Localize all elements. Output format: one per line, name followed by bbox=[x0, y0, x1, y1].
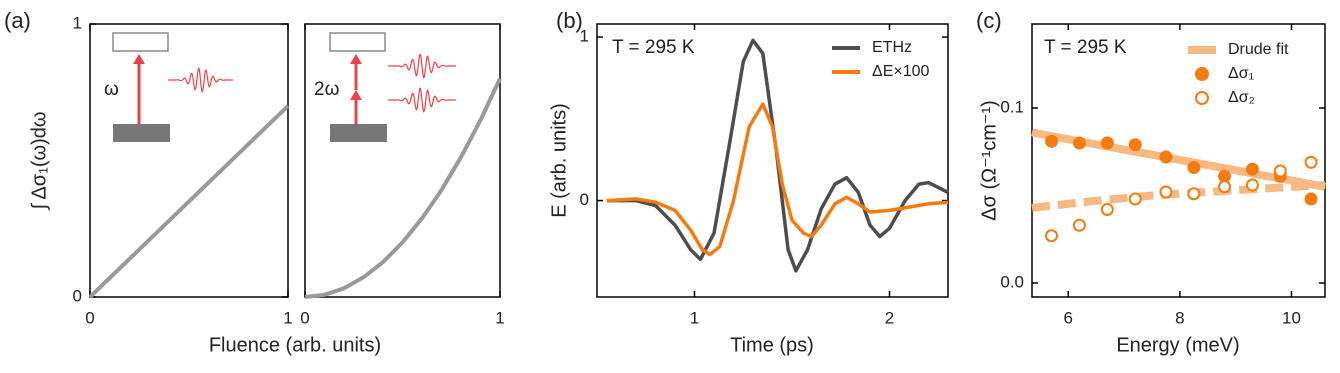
x-axis-label: Energy (meV) bbox=[1116, 334, 1239, 356]
annotation: T = 295 K bbox=[612, 37, 695, 58]
x-tick-label: 8 bbox=[1175, 308, 1184, 327]
annotation: T = 295 K bbox=[1044, 37, 1127, 58]
x-tick-label: 2 bbox=[885, 308, 894, 327]
y-tick-label: 0 bbox=[580, 190, 589, 209]
data-point bbox=[1159, 150, 1173, 164]
data-point bbox=[1159, 185, 1173, 199]
legend-label: ΔE×100 bbox=[872, 63, 930, 80]
data-point bbox=[1245, 178, 1259, 192]
data-point bbox=[1187, 161, 1201, 174]
x-axis-label: Time (ps) bbox=[730, 334, 814, 356]
data-point bbox=[1100, 136, 1114, 150]
arrow-head bbox=[350, 54, 362, 64]
x-axis-label: Fluence (arb. units) bbox=[209, 334, 381, 356]
legend-label: Drude fit bbox=[1228, 41, 1289, 58]
x-tick-label: 1 bbox=[495, 308, 504, 327]
y-tick-label: 1 bbox=[73, 13, 82, 32]
plot-frame bbox=[596, 23, 949, 298]
legend-label: Δσ₂ bbox=[1228, 89, 1255, 106]
inset-a2 bbox=[329, 32, 387, 142]
wave-packet bbox=[388, 53, 456, 79]
panel-label: (b) bbox=[556, 8, 583, 33]
legend-label: ETHz bbox=[872, 39, 912, 56]
data-point bbox=[1128, 192, 1142, 206]
series-line bbox=[1031, 181, 1326, 212]
data-point bbox=[1245, 162, 1259, 176]
legend-marker bbox=[1195, 67, 1209, 81]
legend-marker bbox=[1195, 91, 1209, 105]
y-axis-label: ∫ Δσ₁(ω)dω bbox=[28, 111, 50, 210]
y-tick-label: 0.1 bbox=[1000, 97, 1024, 116]
level-box bbox=[329, 32, 386, 52]
data-point bbox=[1100, 203, 1114, 216]
data-point bbox=[1304, 155, 1318, 169]
annotation: 2ω bbox=[314, 79, 340, 100]
x-tick-label: 0 bbox=[85, 308, 94, 327]
panel-label: (a) bbox=[4, 8, 31, 33]
x-tick-label: 10 bbox=[1282, 308, 1301, 327]
data-point bbox=[1218, 169, 1232, 183]
arrow-head bbox=[350, 90, 362, 100]
level-box bbox=[112, 32, 169, 52]
data-point bbox=[1072, 218, 1086, 232]
y-axis-label: Δσ (Ω⁻¹cm⁻¹) bbox=[978, 100, 1000, 221]
data-point bbox=[1072, 136, 1086, 150]
annotation: ω bbox=[104, 79, 119, 100]
data-point bbox=[1045, 229, 1059, 243]
series-line bbox=[606, 102, 949, 257]
data-point bbox=[1045, 134, 1059, 148]
legend-label: Δσ₁ bbox=[1228, 65, 1254, 82]
x-tick-label: 1 bbox=[283, 308, 292, 327]
inset-a1 bbox=[112, 32, 170, 142]
series-line bbox=[88, 104, 290, 299]
y-axis-label: E (arb. units) bbox=[548, 103, 570, 217]
y-tick-label: 0 bbox=[73, 286, 82, 305]
data-point bbox=[1128, 138, 1142, 152]
panel-label: (c) bbox=[976, 8, 1002, 33]
data-point bbox=[1273, 164, 1287, 178]
x-tick-label: 6 bbox=[1064, 308, 1073, 327]
ground-bar bbox=[330, 124, 387, 142]
ground-bar bbox=[113, 124, 170, 142]
plot-frame bbox=[1031, 23, 1326, 298]
plot-frame bbox=[304, 23, 501, 298]
data-point bbox=[1187, 187, 1201, 201]
data-point bbox=[1304, 192, 1318, 206]
y-tick-label: 1 bbox=[580, 27, 589, 46]
wave-packet bbox=[168, 67, 233, 93]
x-tick-label: 0 bbox=[300, 308, 309, 327]
wave-packet bbox=[388, 87, 456, 113]
y-tick-label: 0.0 bbox=[1000, 272, 1024, 291]
arrow-head bbox=[133, 54, 145, 64]
plot-frame bbox=[89, 23, 289, 298]
data-point bbox=[1218, 180, 1232, 194]
x-tick-label: 1 bbox=[690, 308, 699, 327]
series-line bbox=[304, 77, 502, 299]
